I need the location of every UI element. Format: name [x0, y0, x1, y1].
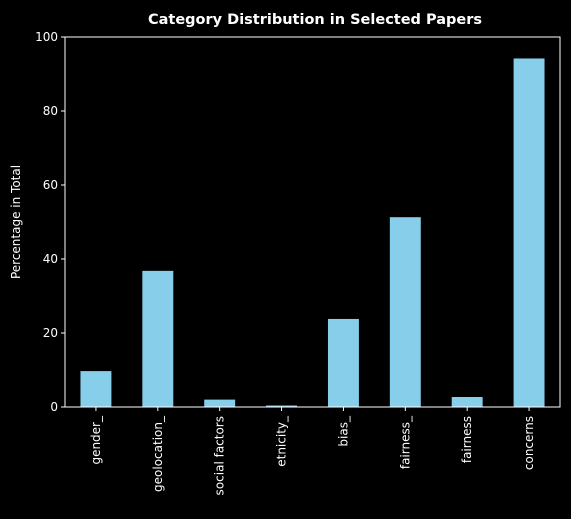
plot-frame — [64, 36, 561, 408]
bar-1 — [142, 270, 174, 407]
x-tick-label: social factors — [213, 416, 227, 495]
y-tick-label: 40 — [43, 252, 58, 266]
y-tick-label: 60 — [43, 178, 58, 192]
y-axis-label: Percentage in Total — [9, 165, 23, 279]
bar-0 — [80, 371, 112, 407]
bars-group — [80, 58, 545, 408]
chart-title: Category Distribution in Selected Papers — [148, 12, 482, 28]
bar-7 — [513, 58, 545, 408]
x-tick-label: fairness — [460, 416, 474, 463]
y-tick-label: 0 — [50, 400, 58, 414]
y-tick-label: 100 — [35, 30, 58, 44]
bar-4 — [327, 318, 359, 407]
x-tick-label: fairness_ — [398, 415, 412, 469]
bar-5 — [389, 217, 421, 407]
x-tick-label: geolocation_ — [151, 415, 165, 492]
x-tick-label: etnicity_ — [275, 415, 289, 467]
x-tick-label: bias_ — [336, 415, 350, 447]
y-tick-label: 80 — [43, 104, 58, 118]
y-ticks-group: 0 20 40 60 80 100 — [35, 30, 65, 414]
x-ticks-group: gender_ geolocation_ social factors etnicit… — [89, 407, 536, 495]
y-tick-label: 20 — [43, 326, 58, 340]
x-tick-label: concerns — [522, 416, 536, 470]
x-tick-label: gender_ — [89, 415, 103, 465]
bar-3 — [266, 405, 298, 407]
bar-6 — [451, 397, 483, 407]
bar-2 — [204, 399, 236, 407]
